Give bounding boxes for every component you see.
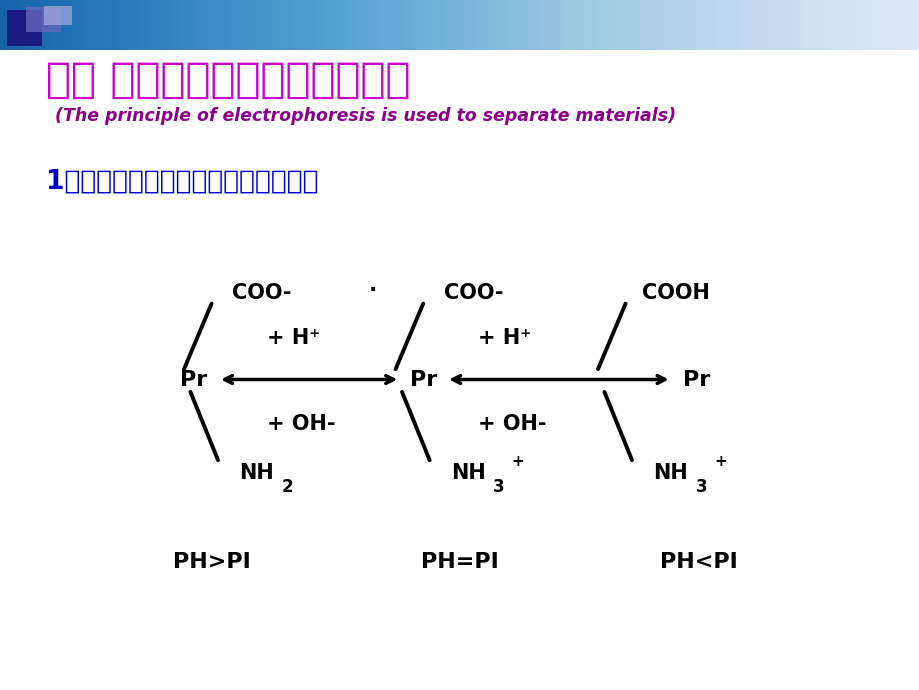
Text: 1、以生物大分子为例阐明电荷来源：: 1、以生物大分子为例阐明电荷来源： <box>46 169 318 195</box>
Text: ·: · <box>368 280 377 299</box>
Text: +: + <box>713 454 726 469</box>
Text: + H⁺: + H⁺ <box>478 328 531 348</box>
Text: PH=PI: PH=PI <box>421 553 498 572</box>
Text: PH>PI: PH>PI <box>173 553 250 572</box>
Text: (The principle of electrophoresis is used to separate materials): (The principle of electrophoresis is use… <box>55 107 675 125</box>
Bar <box>7 10 42 46</box>
Text: NH: NH <box>652 463 687 482</box>
Text: PH<PI: PH<PI <box>660 553 737 572</box>
Text: +: + <box>511 454 524 469</box>
Text: + OH-: + OH- <box>478 415 546 434</box>
Text: NH: NH <box>450 463 485 482</box>
Text: 2: 2 <box>281 478 293 496</box>
Text: COOH: COOH <box>641 284 709 303</box>
Text: 二、 电泳用于分离物质的原理：: 二、 电泳用于分离物质的原理： <box>46 59 410 101</box>
Bar <box>26 8 61 32</box>
Text: Pr: Pr <box>179 370 207 389</box>
Text: Pr: Pr <box>409 370 437 389</box>
Text: 3: 3 <box>493 478 505 496</box>
Text: + H⁺: + H⁺ <box>267 328 320 348</box>
Bar <box>44 6 72 25</box>
Text: COO-: COO- <box>233 284 291 303</box>
Text: NH: NH <box>239 463 274 482</box>
Text: 3: 3 <box>695 478 707 496</box>
Text: + OH-: + OH- <box>267 415 335 434</box>
Text: COO-: COO- <box>444 284 503 303</box>
Text: Pr: Pr <box>682 370 709 389</box>
